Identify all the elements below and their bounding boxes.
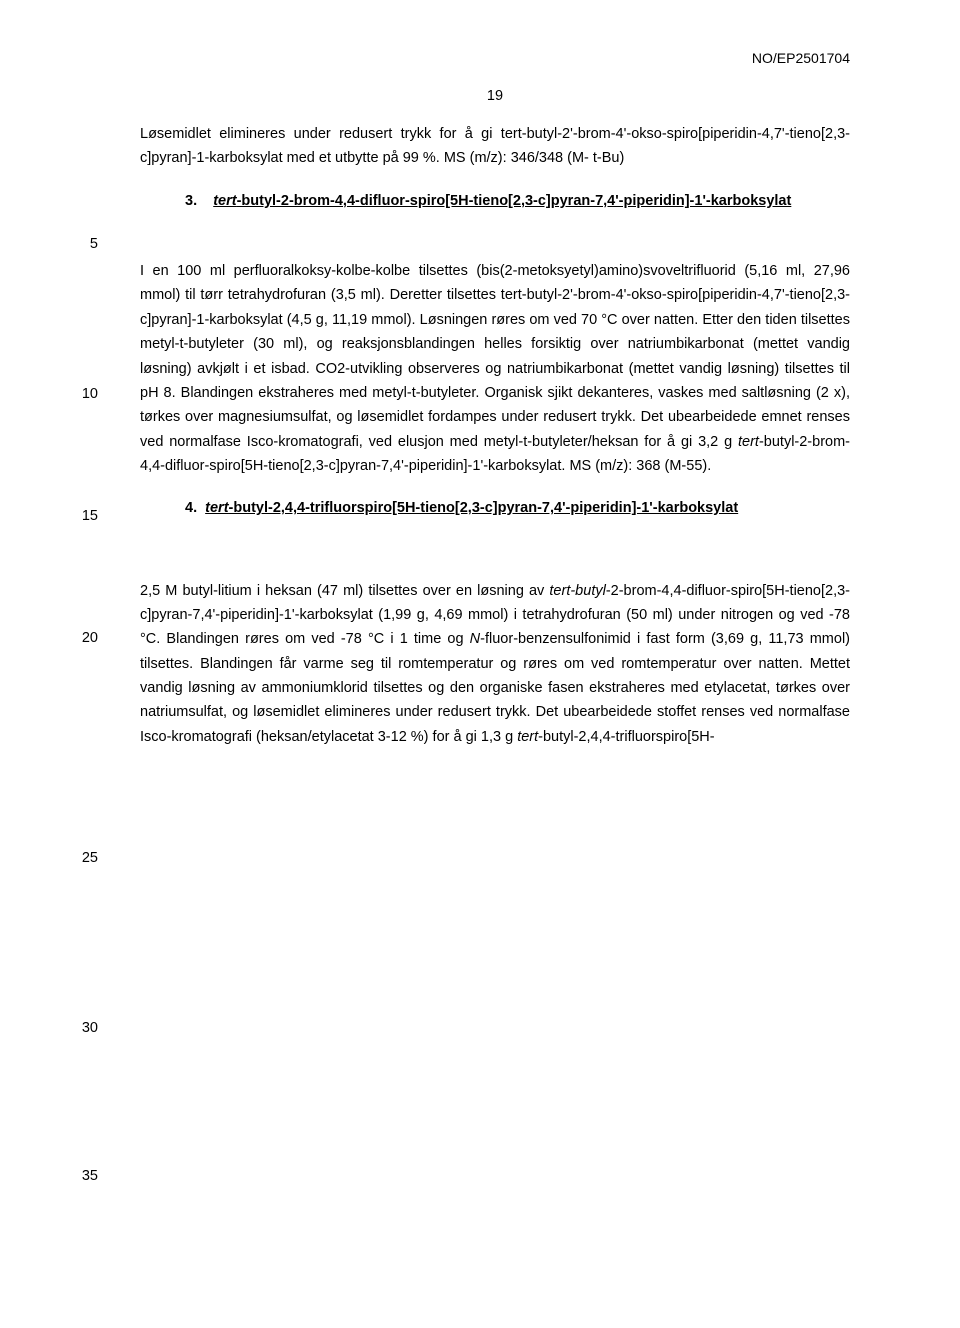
line-number-35: 35 xyxy=(68,1168,98,1184)
line-number-15: 15 xyxy=(68,508,98,524)
sec4-number: 4. xyxy=(185,500,197,516)
line-number-10: 10 xyxy=(68,386,98,402)
page-container: NO/EP2501704 5 10 15 20 25 30 35 19 Løse… xyxy=(0,0,960,1328)
section-4-heading: 4. tert-butyl-2,4,4-trifluorspiro[5H-tie… xyxy=(185,496,850,520)
page-number: 19 xyxy=(140,88,850,104)
sec4-title-italic: tert xyxy=(205,500,228,516)
para3d: -butyl-2,4,4-trifluorspiro[5H- xyxy=(538,729,714,745)
para1-text: Løsemidlet elimineres under redusert try… xyxy=(140,126,850,166)
document-id: NO/EP2501704 xyxy=(752,50,850,66)
para3b-italic: N xyxy=(470,631,480,647)
paragraph-1: Løsemidlet elimineres under redusert try… xyxy=(140,122,850,171)
para3c-italic: tert xyxy=(517,729,538,745)
sec3-title-italic: tert xyxy=(213,193,236,209)
para3a: 2,5 M butyl-litium i heksan (47 ml) tils… xyxy=(140,583,549,599)
sec3-number: 3. xyxy=(185,193,197,209)
line-number-25: 25 xyxy=(68,850,98,866)
sec4-title: -butyl-2,4,4-trifluorspiro[5H-tieno[2,3-… xyxy=(229,500,739,516)
sec3-title: -butyl-2-brom-4,4-difluor-spiro[5H-tieno… xyxy=(237,193,792,209)
para3a-italic: tert-butyl xyxy=(549,583,605,599)
line-number-5: 5 xyxy=(68,236,98,252)
section-3-heading: 3. tert-butyl-2-brom-4,4-difluor-spiro[5… xyxy=(185,189,850,213)
para2b-italic: tert xyxy=(738,434,759,450)
paragraph-3: 2,5 M butyl-litium i heksan (47 ml) tils… xyxy=(140,579,850,750)
line-number-20: 20 xyxy=(68,630,98,646)
paragraph-2: I en 100 ml perfluoralkoksy-kolbe-kolbe … xyxy=(140,259,850,478)
para3c: -fluor-benzensulfonimid i fast form (3,6… xyxy=(140,631,850,744)
line-number-30: 30 xyxy=(68,1020,98,1036)
para2a: I en 100 ml perfluoralkoksy-kolbe-kolbe … xyxy=(140,263,850,450)
